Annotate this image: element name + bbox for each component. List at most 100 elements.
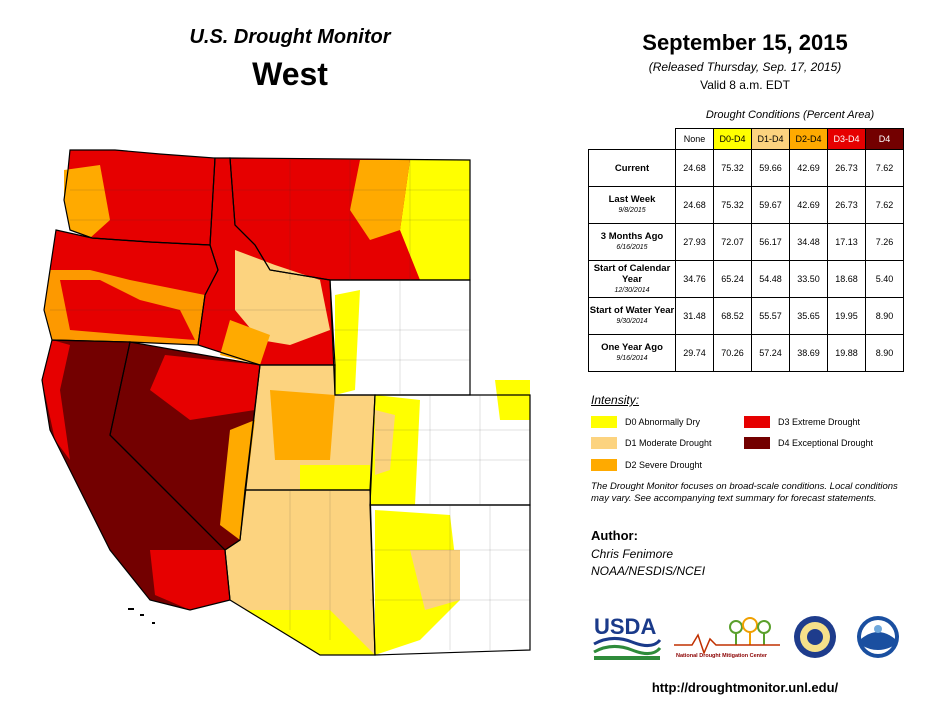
table-cell: 19.88	[827, 334, 866, 372]
legend-item: D1 Moderate Drought	[591, 437, 712, 449]
table-cell: 57.24	[751, 334, 790, 372]
ndmc-logo: National Drought Mitigation Center	[672, 615, 782, 665]
region-title: West	[252, 56, 328, 92]
table-cell: 72.07	[713, 223, 752, 261]
legend-swatch-d4	[744, 437, 770, 449]
legend-label: D1 Moderate Drought	[625, 438, 712, 448]
release-date: (Released Thursday, Sep. 17, 2015)	[648, 60, 842, 74]
legend-item: D0 Abnormally Dry	[591, 416, 700, 428]
row-label-date: 9/16/2014	[616, 355, 648, 362]
d1-area-nm	[410, 550, 460, 610]
row-label: Last Week 9/8/2015	[588, 186, 676, 224]
table-cell: 17.13	[827, 223, 866, 261]
legend-label: D2 Severe Drought	[625, 460, 703, 470]
noaa-logo	[856, 615, 900, 659]
table-cell: 65.24	[713, 260, 752, 298]
drought-map	[41, 149, 531, 656]
d1-area-nv	[220, 420, 255, 540]
d2-area-ca-south	[150, 550, 230, 610]
row-label: Start of Water Year 9/30/2014	[588, 297, 676, 335]
doc-seal-logo	[793, 615, 837, 659]
ndmc-logo-text: National Drought Mitigation Center	[676, 653, 768, 659]
legend-item: D4 Exceptional Drought	[744, 437, 873, 449]
usda-logo: USDA	[592, 612, 662, 662]
table-cell: 42.69	[789, 186, 828, 224]
valid-time: Valid 8 a.m. EDT	[700, 78, 790, 92]
d0-area-co-ne	[495, 380, 530, 420]
state-california	[42, 340, 230, 610]
table-cell: 8.90	[865, 334, 904, 372]
table-cell: 33.50	[789, 260, 828, 298]
table-cell: 34.76	[675, 260, 714, 298]
map-date: September 15, 2015	[642, 30, 848, 55]
table-cell: 55.57	[751, 297, 790, 335]
county-lines	[50, 160, 530, 650]
row-label-text: Start of Water Year	[589, 305, 675, 316]
table-cell: 7.26	[865, 223, 904, 261]
d1-area-id	[235, 250, 330, 345]
table-row: 3 Months Ago 6/16/2015 27.93 72.07 56.17 34.4…	[588, 223, 904, 261]
d0-area-nm	[375, 510, 460, 655]
table-caption: Drought Conditions (Percent Area)	[705, 109, 875, 121]
column-header: None	[675, 128, 714, 150]
table-cell: 19.95	[827, 297, 866, 335]
row-label-text: One Year Ago	[601, 342, 663, 353]
column-header: D4	[865, 128, 904, 150]
legend-item: D3 Extreme Drought	[744, 416, 860, 428]
table-row: Last Week 9/8/2015 24.68 75.32 59.67 42.69 26.…	[588, 186, 904, 224]
row-label-text: Last Week	[608, 194, 656, 205]
table-cell: 35.65	[789, 297, 828, 335]
legend-item: D2 Severe Drought	[591, 459, 702, 471]
channel-islands	[128, 608, 155, 624]
d2-area-ut	[270, 390, 335, 460]
row-label-date: 9/30/2014	[616, 318, 648, 325]
state-north-dakota	[470, 160, 475, 270]
table-row: Current 24.68 75.32 59.66 42.69 26.73 7.62	[588, 149, 904, 187]
table-cell: 8.90	[865, 297, 904, 335]
usda-logo-text: USDA	[594, 614, 656, 639]
table-corner	[588, 128, 676, 150]
legend-swatch-d2	[591, 459, 617, 471]
row-label-date: 12/30/2014	[614, 286, 650, 294]
website-url[interactable]: http://droughtmonitor.unl.edu/	[651, 680, 839, 695]
legend-title: Intensity:	[591, 393, 640, 407]
table-cell: 29.74	[675, 334, 714, 372]
table-cell: 70.26	[713, 334, 752, 372]
table-cell: 75.32	[713, 149, 752, 187]
row-label: One Year Ago 9/16/2014	[588, 334, 676, 372]
table-cell: 7.62	[865, 186, 904, 224]
table-cell: 26.73	[827, 186, 866, 224]
column-header: D0-D4	[713, 128, 752, 150]
author-block: Chris Fenimore NOAA/NESDIS/NCEI	[591, 546, 705, 580]
table-row: Start of Water Year 9/30/2014 31.48 68.52 55…	[588, 297, 904, 335]
table-row: Start of Calendar Year 12/30/2014 34.76 65.…	[588, 260, 904, 298]
table-row: One Year Ago 9/16/2014 29.74 70.26 57.24 38.6…	[588, 334, 904, 372]
row-label-date: 6/16/2015	[616, 244, 648, 251]
table-cell: 59.67	[751, 186, 790, 224]
table-cell: 59.66	[751, 149, 790, 187]
drought-conditions-table: None D0-D4 D1-D4 D2-D4 D3-D4 D4 Current 24.68 7…	[588, 128, 904, 372]
row-label: Start of Calendar Year 12/30/2014	[588, 260, 676, 298]
table-cell: 54.48	[751, 260, 790, 298]
table-cell: 38.69	[789, 334, 828, 372]
d2-area-nv	[150, 355, 260, 420]
legend-label: D0 Abnormally Dry	[625, 417, 701, 427]
table-cell: 5.40	[865, 260, 904, 298]
legend-label: D4 Exceptional Drought	[778, 438, 874, 448]
d2-area-wa-west	[64, 165, 110, 238]
table-cell: 24.68	[675, 149, 714, 187]
d0-area-wy	[335, 290, 360, 395]
column-header: D3-D4	[827, 128, 866, 150]
row-label-text: Start of Calendar Year	[593, 262, 671, 285]
legend-label: D3 Extreme Drought	[778, 417, 861, 427]
row-label: 3 Months Ago 6/16/2015	[588, 223, 676, 261]
table-cell: 26.73	[827, 149, 866, 187]
table-cell: 42.69	[789, 149, 828, 187]
d1-area-ca-edge	[42, 340, 70, 460]
table-cell: 18.68	[827, 260, 866, 298]
row-label-date: 9/8/2015	[618, 207, 646, 214]
disclaimer-note: The Drought Monitor focuses on broad-sca…	[591, 481, 898, 504]
map-title: U.S. Drought Monitor	[189, 26, 391, 48]
d0-area-ut	[300, 465, 370, 490]
column-header: D2-D4	[789, 128, 828, 150]
